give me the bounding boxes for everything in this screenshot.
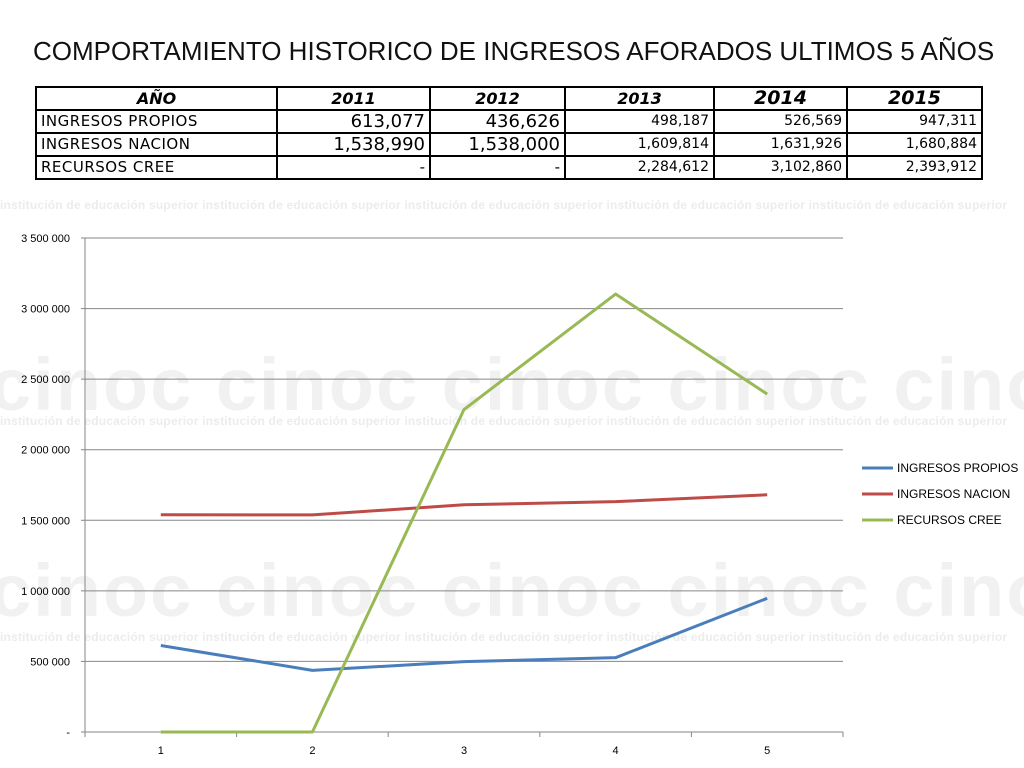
table-cell: 3,102,860 <box>713 155 848 180</box>
table-row: RECURSOS CREE - - 2,284,612 3,102,860 2,… <box>35 155 983 180</box>
table-cell: 613,077 <box>276 109 431 134</box>
table-header-cell: 2012 <box>429 86 566 111</box>
table-cell: 1,631,926 <box>713 132 848 157</box>
row-label: INGRESOS NACION <box>35 132 278 157</box>
x-tick-label: 3 <box>461 745 467 757</box>
row-label: INGRESOS PROPIOS <box>35 109 278 134</box>
table-cell: 436,626 <box>429 109 566 134</box>
table-cell: 498,187 <box>564 109 715 134</box>
y-tick-label: 3 000 000 <box>21 304 70 316</box>
table-cell: 947,311 <box>846 109 983 134</box>
legend-label: RECURSOS CREE <box>897 513 1002 527</box>
x-tick-label: 4 <box>613 745 619 757</box>
x-tick-label: 5 <box>764 745 770 757</box>
table-cell: - <box>276 155 431 180</box>
table-header-cell: 2013 <box>564 86 715 111</box>
y-tick-label: 2 500 000 <box>21 374 70 386</box>
table-cell: 1,609,814 <box>564 132 715 157</box>
y-tick-label: 1 500 000 <box>21 515 70 527</box>
series-line-1 <box>160 596 768 672</box>
series-line-3 <box>160 292 769 734</box>
y-tick-label: 1 000 000 <box>21 586 70 598</box>
table-header-cell: 2011 <box>276 86 431 111</box>
table-cell: 1,538,990 <box>276 132 431 157</box>
row-label: RECURSOS CREE <box>35 155 278 180</box>
series-line-2 <box>160 493 768 517</box>
table-header-row: AÑO 2011 2012 2013 2014 2015 <box>35 86 983 111</box>
table-cell: 526,569 <box>713 109 848 134</box>
table-cell: 1,680,884 <box>846 132 983 157</box>
legend-label: INGRESOS PROPIOS <box>897 461 1018 475</box>
y-tick-label: - <box>66 727 70 739</box>
table-cell: - <box>429 155 566 180</box>
y-tick-label: 500 000 <box>30 656 70 668</box>
y-tick-label: 3 500 000 <box>21 233 70 245</box>
legend-label: INGRESOS NACION <box>897 487 1010 501</box>
y-tick-label: 2 000 000 <box>21 445 70 457</box>
x-tick-label: 2 <box>309 745 315 757</box>
table-cell: 2,284,612 <box>564 155 715 180</box>
table-header-cell: AÑO <box>35 86 278 111</box>
table-header-cell: 2015 <box>846 86 983 111</box>
table-row: INGRESOS NACION 1,538,990 1,538,000 1,60… <box>35 132 983 157</box>
table-cell: 1,538,000 <box>429 132 566 157</box>
table-row: INGRESOS PROPIOS 613,077 436,626 498,187… <box>35 109 983 134</box>
income-table: AÑO 2011 2012 2013 2014 2015 INGRESOS PR… <box>35 86 983 180</box>
table-header-cell: 2014 <box>713 86 848 111</box>
x-tick-label: 1 <box>158 745 164 757</box>
page-title: COMPORTAMIENTO HISTORICO DE INGRESOS AFO… <box>33 36 995 66</box>
table-cell: 2,393,912 <box>846 155 983 180</box>
